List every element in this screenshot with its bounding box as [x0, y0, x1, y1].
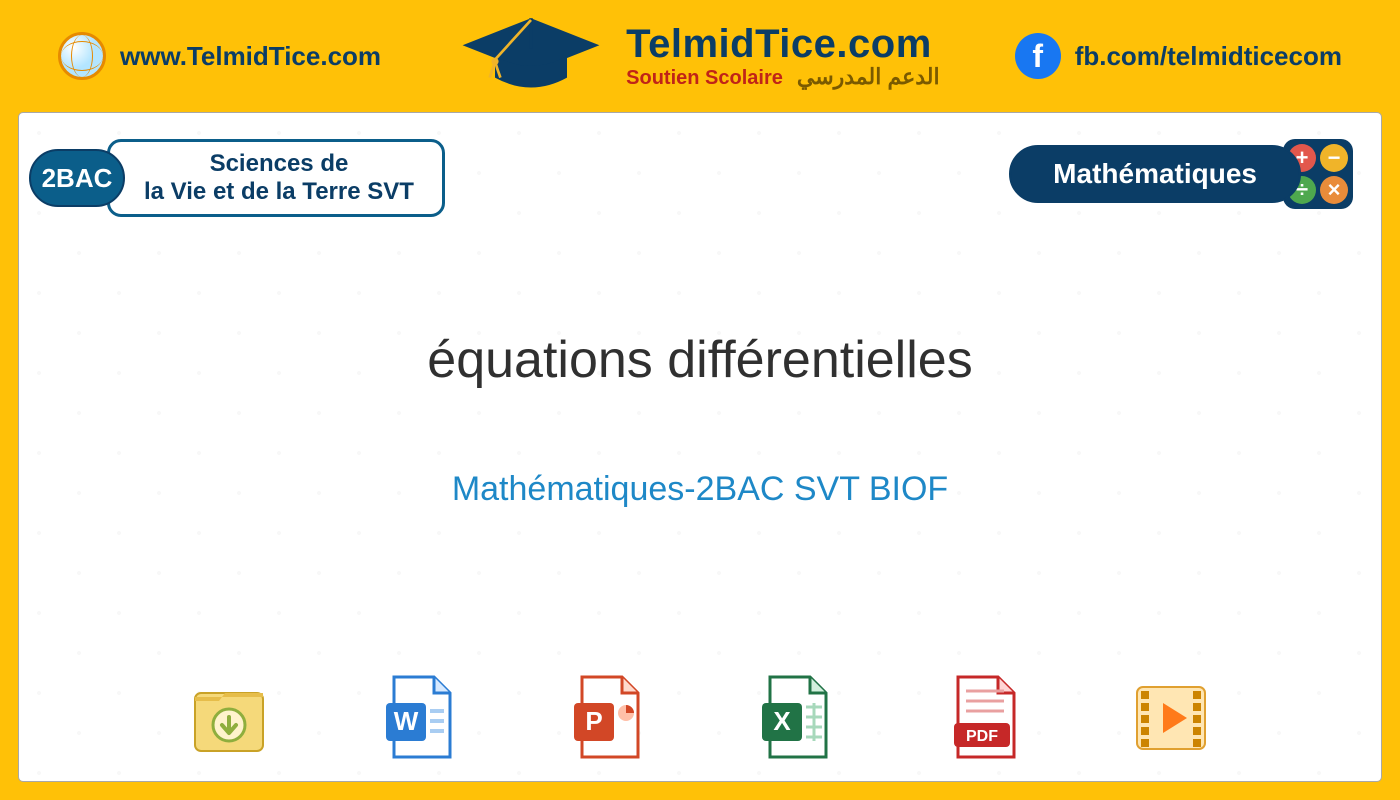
- brand-subtitle-fr: Soutien Scolaire: [626, 68, 783, 89]
- subject-badge: Mathématiques + − ÷ ×: [1009, 139, 1353, 209]
- site-url-link[interactable]: www.TelmidTice.com: [120, 41, 381, 72]
- level-pill: 2BAC: [29, 149, 125, 207]
- header-brand: TelmidTice.com Soutien Scolaire الدعم ال…: [456, 11, 939, 101]
- badge-row: 2BAC Sciences de la Vie et de la Terre S…: [19, 113, 1381, 217]
- brand-subtitle: Soutien Scolaire الدعم المدرسي: [626, 65, 939, 89]
- svg-text:P: P: [585, 706, 602, 736]
- brand-name: TelmidTice.com: [626, 23, 939, 65]
- header-left: www.TelmidTice.com: [58, 32, 381, 80]
- powerpoint-icon[interactable]: P: [568, 673, 644, 763]
- excel-icon[interactable]: X: [756, 673, 832, 763]
- title-block: équations différentielles Mathématiques-…: [19, 217, 1381, 661]
- svg-text:PDF: PDF: [966, 728, 998, 745]
- svg-text:X: X: [773, 706, 791, 736]
- course-line: Mathématiques-2BAC SVT BIOF: [452, 470, 948, 509]
- track-line1: Sciences de: [144, 150, 414, 178]
- level-track-badge: 2BAC Sciences de la Vie et de la Terre S…: [29, 139, 445, 217]
- content-card: 2BAC Sciences de la Vie et de la Terre S…: [18, 112, 1382, 782]
- facebook-link[interactable]: fb.com/telmidticecom: [1075, 41, 1342, 72]
- track-line2: la Vie et de la Terre SVT: [144, 178, 414, 206]
- facebook-icon[interactable]: f: [1015, 33, 1061, 79]
- op-minus-icon: −: [1320, 144, 1348, 172]
- globe-icon: [58, 32, 106, 80]
- brand-subtitle-ar: الدعم المدرسي: [797, 65, 940, 88]
- file-icon-row: W P: [19, 661, 1381, 781]
- download-folder-icon[interactable]: [191, 673, 267, 763]
- word-icon[interactable]: W: [380, 673, 456, 763]
- svg-text:W: W: [393, 706, 418, 736]
- header-bar: www.TelmidTice.com TelmidTice.com Soutie…: [18, 0, 1382, 112]
- header-right: f fb.com/telmidticecom: [1015, 33, 1342, 79]
- track-pill: Sciences de la Vie et de la Terre SVT: [107, 139, 445, 217]
- lesson-title: équations différentielles: [427, 330, 972, 390]
- graduation-cap-icon: [456, 11, 606, 101]
- op-times-icon: ×: [1320, 176, 1348, 204]
- pdf-icon[interactable]: PDF: [944, 673, 1020, 763]
- subject-pill: Mathématiques: [1009, 145, 1301, 203]
- video-icon[interactable]: [1133, 673, 1209, 763]
- brand-text: TelmidTice.com Soutien Scolaire الدعم ال…: [626, 23, 939, 89]
- page-root: www.TelmidTice.com TelmidTice.com Soutie…: [0, 0, 1400, 800]
